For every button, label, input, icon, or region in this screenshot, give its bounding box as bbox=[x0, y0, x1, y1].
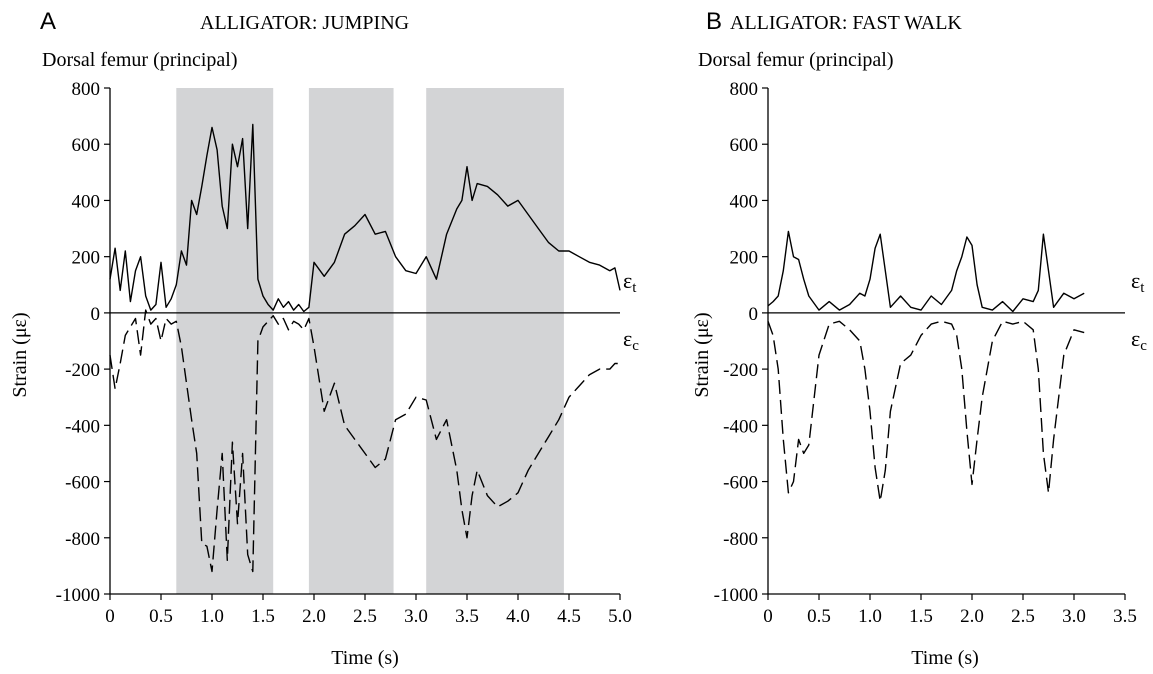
panel-b-letter: B bbox=[706, 8, 722, 35]
label-eps-c-b-sub: c bbox=[1140, 338, 1147, 354]
y-tick-label: 200 bbox=[72, 248, 101, 269]
panel-b-title: ALLIGATOR: FAST WALK bbox=[730, 12, 962, 34]
panel-b-xlabel: Time (s) bbox=[911, 647, 979, 669]
y-tick-label: -800 bbox=[723, 529, 758, 550]
shaded-regions-a bbox=[176, 88, 564, 594]
y-tick-label: -600 bbox=[723, 473, 758, 494]
y-tick-label: -200 bbox=[723, 360, 758, 381]
label-eps-c-a-sub: c bbox=[632, 338, 639, 354]
axes-b bbox=[767, 88, 1125, 595]
y-tick-label: -400 bbox=[65, 416, 100, 437]
label-eps-t-b-sub: t bbox=[1140, 280, 1145, 296]
shaded-region bbox=[426, 88, 564, 594]
x-tick-label: 0 bbox=[105, 606, 115, 627]
panel-a-xlabel: Time (s) bbox=[331, 647, 399, 669]
y-tick-label: 200 bbox=[730, 248, 759, 269]
y-tick-label: 600 bbox=[730, 135, 759, 156]
series-b bbox=[767, 230, 1085, 502]
x-ticks-b: 0 0.5 1.0 1.5 2.0 2.5 3.0 3.5 bbox=[763, 594, 1137, 627]
label-eps-t-b: εt bbox=[1131, 268, 1145, 296]
panel-a-letter: A bbox=[40, 8, 56, 35]
y-tick-label: 400 bbox=[72, 191, 101, 212]
y-tick-label: 800 bbox=[730, 79, 759, 100]
label-eps-c-b: εc bbox=[1131, 326, 1147, 354]
x-tick-label: 1.5 bbox=[909, 606, 933, 627]
panel-a-ylabel: Strain (με) bbox=[9, 312, 31, 397]
y-ticks-a: 800 600 400 200 0 -200 -400 -600 -800 -1000 bbox=[56, 79, 110, 606]
series-line-tensile bbox=[109, 123, 621, 313]
x-tick-label: 3.5 bbox=[1113, 606, 1137, 627]
label-eps-t-a: εt bbox=[623, 268, 637, 296]
panel-a-title: ALLIGATOR: JUMPING bbox=[200, 12, 409, 34]
y-tick-label: 400 bbox=[730, 191, 759, 212]
y-tick-label: -1000 bbox=[56, 585, 100, 606]
x-tick-label: 3.0 bbox=[404, 606, 428, 627]
shaded-region bbox=[308, 88, 394, 594]
series-a bbox=[109, 123, 621, 573]
x-tick-label: 0.5 bbox=[149, 606, 173, 627]
label-eps-c-a: εc bbox=[623, 326, 639, 354]
y-tick-label: -200 bbox=[65, 360, 100, 381]
x-tick-label: 3.0 bbox=[1062, 606, 1086, 627]
x-ticks-a: 0 0.5 1.0 1.5 2.0 2.5 3.0 3.5 4.0 4.5 5.0 bbox=[105, 594, 632, 627]
x-tick-label: 5.0 bbox=[608, 606, 632, 627]
y-tick-label: 0 bbox=[91, 304, 101, 325]
x-tick-label: 4.0 bbox=[506, 606, 530, 627]
x-tick-label: 2.0 bbox=[960, 606, 984, 627]
x-tick-label: 0 bbox=[763, 606, 773, 627]
legend-b: εt εc bbox=[1131, 268, 1147, 354]
y-tick-label: -400 bbox=[723, 416, 758, 437]
x-tick-label: 4.5 bbox=[557, 606, 581, 627]
series-line-tensile bbox=[767, 230, 1085, 313]
legend-a: εt εc bbox=[623, 268, 639, 354]
y-tick-label: 600 bbox=[72, 135, 101, 156]
panel-b: B ALLIGATOR: FAST WALK Dorsal femur (pri… bbox=[691, 8, 1147, 669]
label-eps-t-a-sub: t bbox=[632, 280, 637, 296]
y-tick-label: 0 bbox=[749, 304, 759, 325]
y-tick-label: -1000 bbox=[714, 585, 758, 606]
y-ticks-b: 800 600 400 200 0 -200 -400 -600 -800 -1000 bbox=[714, 79, 768, 606]
x-tick-label: 0.5 bbox=[807, 606, 831, 627]
series-line-compressive bbox=[767, 320, 1085, 502]
y-tick-label: -800 bbox=[65, 529, 100, 550]
x-tick-label: 2.0 bbox=[302, 606, 326, 627]
y-tick-label: 800 bbox=[72, 79, 101, 100]
x-tick-label: 2.5 bbox=[353, 606, 377, 627]
x-tick-label: 1.5 bbox=[251, 606, 275, 627]
x-tick-label: 2.5 bbox=[1011, 606, 1035, 627]
series-line-compressive bbox=[109, 309, 620, 573]
x-tick-label: 3.5 bbox=[455, 606, 479, 627]
panel-b-ylabel: Strain (με) bbox=[691, 312, 713, 397]
x-tick-label: 1.0 bbox=[858, 606, 882, 627]
x-tick-label: 1.0 bbox=[200, 606, 224, 627]
panel-b-subtitle: Dorsal femur (principal) bbox=[698, 49, 893, 71]
panel-a-subtitle: Dorsal femur (principal) bbox=[42, 49, 237, 71]
y-tick-label: -600 bbox=[65, 473, 100, 494]
panel-a: A ALLIGATOR: JUMPING Dorsal femur (princ… bbox=[9, 8, 639, 669]
